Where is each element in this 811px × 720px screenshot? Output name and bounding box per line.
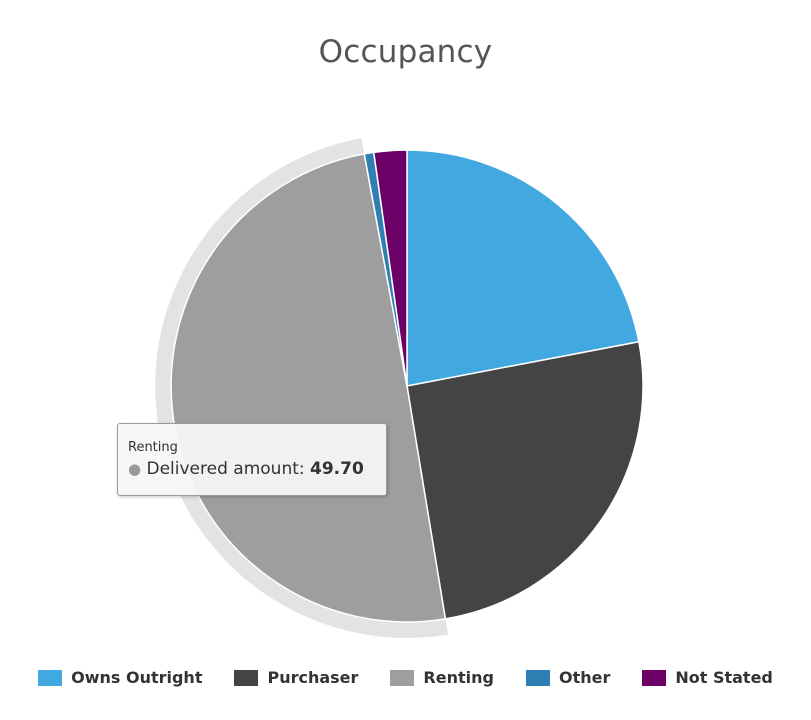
legend-item-owns-outright[interactable]: Owns Outright [38,668,202,687]
legend-swatch [642,669,667,686]
legend-swatch [234,669,259,686]
legend-label: Renting [423,668,494,687]
legend-label: Not Stated [675,668,773,687]
pie-slice-owns-outright[interactable] [406,149,640,387]
legend-item-purchaser[interactable]: Purchaser [234,668,358,687]
pie-slice-not-stated[interactable] [373,149,408,387]
legend-label: Owns Outright [71,668,203,687]
tooltip-value: 49.70 [310,459,364,479]
pie-slice-purchaser[interactable] [406,341,644,620]
legend-label: Purchaser [267,668,359,687]
legend-item-not-stated[interactable]: Not Stated [642,668,773,687]
tooltip-label: Delivered amount: [146,459,305,479]
chart-tooltip: Renting ● Delivered amount: 49.70 [117,423,387,496]
legend-item-other[interactable]: Other [525,668,611,687]
chart-legend: Owns Outright Purchaser Renting Other Not St… [0,668,811,687]
legend-label: Other [558,668,611,687]
legend-swatch [525,669,550,686]
legend-item-renting[interactable]: Renting [390,668,494,687]
chart-title: Occupancy [318,34,493,70]
tooltip-category: Renting [128,440,178,455]
legend-swatch [38,669,63,686]
tooltip-bullet-icon: ● [128,460,142,478]
legend-swatch [390,669,415,686]
